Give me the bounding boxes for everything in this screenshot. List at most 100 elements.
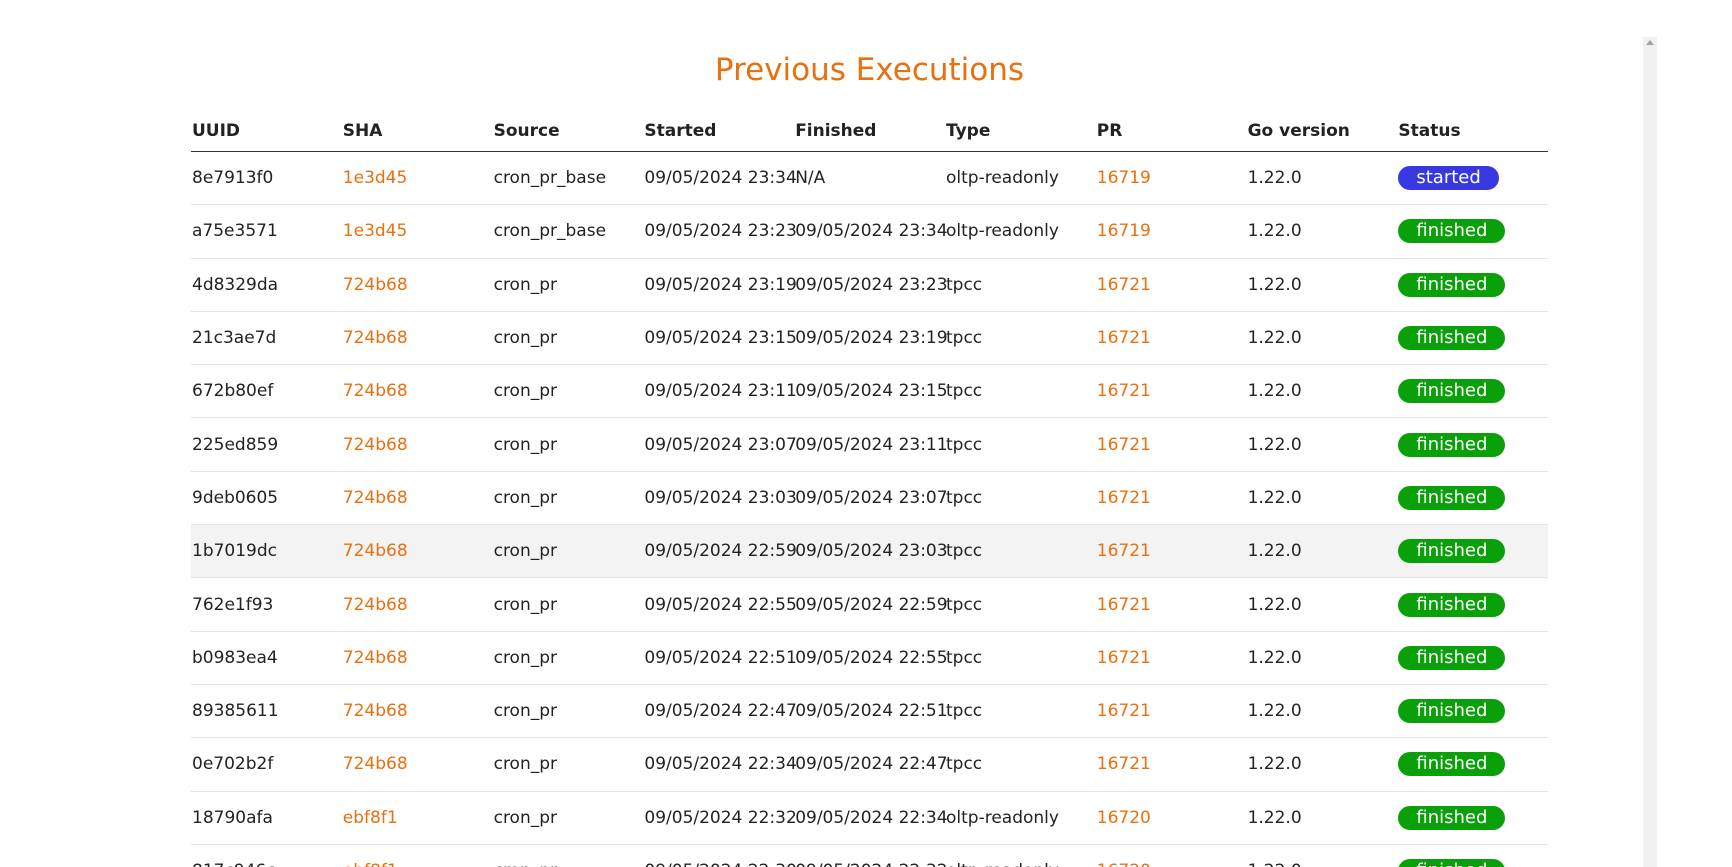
table-cell: 09/05/2024 23:07 [795, 487, 948, 508]
sha-link[interactable]: ebf8f1 [343, 861, 398, 867]
table-cell: 9deb0605 [192, 487, 279, 508]
sha-link[interactable]: 724b68 [342, 701, 408, 722]
table-cell: 8e7913f0 [192, 168, 274, 189]
table-cell: finished [1397, 645, 1548, 670]
status-badge: finished [1398, 752, 1506, 777]
pr-link[interactable]: 16719 [1096, 221, 1151, 242]
table-cell: 16720 [1096, 808, 1247, 828]
table-cell: cron_pr [493, 434, 558, 455]
pr-link[interactable]: 16721 [1096, 594, 1151, 615]
table-cell: 16721 [1096, 701, 1247, 721]
table-cell: 724b68 [342, 328, 493, 348]
column-header: PR [1096, 121, 1123, 141]
status-badge: started [1398, 166, 1499, 191]
sha-link[interactable]: 724b68 [342, 487, 408, 508]
table-cell: 09/05/2024 22:34 [795, 807, 948, 828]
table-row[interactable]: b0983ea4 724b68 cron_pr 09/05/2024 22:51 09/… [191, 632, 1548, 685]
table-cell: 762e1f93 [192, 594, 274, 615]
table-cell: cron_pr [493, 754, 558, 775]
sha-link[interactable]: 724b68 [342, 541, 408, 562]
scrollbar[interactable] [1643, 37, 1657, 867]
table-cell: 1.22.0 [1247, 594, 1302, 615]
table-row[interactable]: 225ed859 724b68 cron_pr 09/05/2024 23:07 09/… [191, 418, 1548, 472]
table-cell: 724b68 [342, 488, 493, 508]
pr-link[interactable]: 16721 [1096, 381, 1151, 402]
status-badge: finished [1398, 699, 1506, 724]
table-row[interactable]: 21c3ae7d 724b68 cron_pr 09/05/2024 23:15 09/… [191, 312, 1548, 366]
table-cell: 1.22.0 [1247, 434, 1302, 455]
table-cell: 225ed859 [192, 434, 279, 455]
status-badge: finished [1398, 326, 1506, 351]
table-row[interactable]: 0e702b2f 724b68 cron_pr 09/05/2024 22:34 09/… [191, 738, 1548, 792]
table-cell: 09/05/2024 23:15 [644, 328, 797, 349]
column-header: Finished [795, 121, 877, 141]
table-cell: tpcc [945, 594, 983, 615]
sha-link[interactable]: 724b68 [342, 381, 408, 402]
sha-link[interactable]: 724b68 [342, 594, 408, 615]
table-cell: finished [1397, 272, 1548, 297]
sha-link[interactable]: ebf8f1 [342, 807, 398, 828]
scroll-up-arrow[interactable] [1646, 40, 1654, 45]
table-cell: 1e3d45 [342, 221, 493, 241]
table-cell: 16721 [1096, 488, 1247, 508]
table-cell: 09/05/2024 22:55 [644, 594, 797, 615]
table-cell: tpcc [945, 754, 983, 775]
table-cell: N/A [795, 168, 826, 189]
sha-link[interactable]: 724b68 [342, 328, 408, 349]
status-badge: finished [1398, 219, 1506, 244]
table-cell: oltp-readonly [945, 861, 1096, 867]
table-cell: 09/05/2024 22:55 [795, 647, 948, 668]
pr-link[interactable]: 16721 [1096, 487, 1151, 508]
status-badge: finished [1398, 645, 1506, 670]
table-cell: tpcc [945, 541, 983, 562]
table-row[interactable]: 8e7913f0 1e3d45 cron_pr_base 09/05/2024 23:… [191, 152, 1548, 206]
table-row[interactable]: a75e3571 1e3d45 cron_pr_base 09/05/2024 23:… [191, 205, 1548, 259]
table-cell: cron_pr_base [493, 221, 607, 242]
table-row[interactable]: 4d8329da 724b68 cron_pr 09/05/2024 23:19 09/… [191, 259, 1548, 312]
sha-link[interactable]: 724b68 [342, 754, 408, 775]
pr-link[interactable]: 16721 [1096, 647, 1151, 668]
sha-link[interactable]: 724b68 [342, 274, 408, 295]
sha-link[interactable]: 724b68 [342, 434, 408, 455]
pr-link[interactable]: 16721 [1096, 274, 1151, 295]
table-row[interactable]: 89385611 724b68 cron_pr 09/05/2024 22:47 09/… [191, 685, 1548, 739]
table-row[interactable]: 1b7019dc 724b68 cron_pr 09/05/2024 22:59 09/… [191, 525, 1548, 579]
sha-link[interactable]: 724b68 [342, 647, 408, 668]
table-cell: 1.22.0 [1247, 381, 1302, 402]
pr-link[interactable]: 16720 [1096, 807, 1151, 828]
sha-link[interactable]: 1e3d45 [342, 168, 408, 189]
pr-link[interactable]: 16721 [1096, 434, 1151, 455]
table-row[interactable]: 18790afa ebf8f1 cron_pr 09/05/2024 22:32 09/… [191, 792, 1548, 845]
table-cell: 724b68 [342, 381, 493, 401]
table-cell: 16719 [1096, 221, 1247, 241]
pr-link[interactable]: 16721 [1096, 541, 1151, 562]
pr-link[interactable]: 16721 [1096, 754, 1151, 775]
table-row[interactable]: 9deb0605 724b68 cron_pr 09/05/2024 23:03 09/… [191, 472, 1548, 526]
table-cell: 09/05/2024 23:19 [644, 274, 797, 295]
pr-link[interactable]: 16720 [1097, 861, 1151, 867]
pr-link[interactable]: 16721 [1096, 701, 1151, 722]
table-cell: 09/05/2024 23:23 [795, 274, 948, 295]
table-cell: 672b80ef [192, 381, 274, 402]
table-cell: 09/05/2024 23:34 [795, 221, 948, 242]
table-cell: 4d8329da [192, 274, 279, 295]
table-cell: 724b68 [342, 275, 493, 295]
table-row[interactable]: 672b80ef 724b68 cron_pr 09/05/2024 23:11 09/… [191, 365, 1548, 419]
table-cell: finished [1397, 699, 1548, 724]
table-cell: 09/05/2024 23:11 [795, 434, 948, 455]
table-row[interactable]: 762e1f93 724b68 cron_pr 09/05/2024 22:55 09/… [191, 578, 1548, 632]
table-cell: 09/05/2024 23:34 [644, 168, 797, 189]
pr-link[interactable]: 16719 [1096, 168, 1151, 189]
table-cell: 09/05/2024 23:03 [795, 541, 948, 562]
pr-link[interactable]: 16721 [1096, 328, 1151, 349]
table-cell: cron_pr [493, 381, 558, 402]
table-cell: 1.22.0 [1247, 701, 1302, 722]
table-cell: 16721 [1096, 435, 1247, 455]
table-cell: 0e702b2f [192, 754, 274, 775]
table-cell: 16721 [1096, 328, 1247, 348]
table-cell: finished [1397, 539, 1548, 564]
status-badge: finished [1398, 859, 1506, 867]
column-header: UUID [192, 121, 241, 141]
sha-link[interactable]: 1e3d45 [342, 221, 408, 242]
